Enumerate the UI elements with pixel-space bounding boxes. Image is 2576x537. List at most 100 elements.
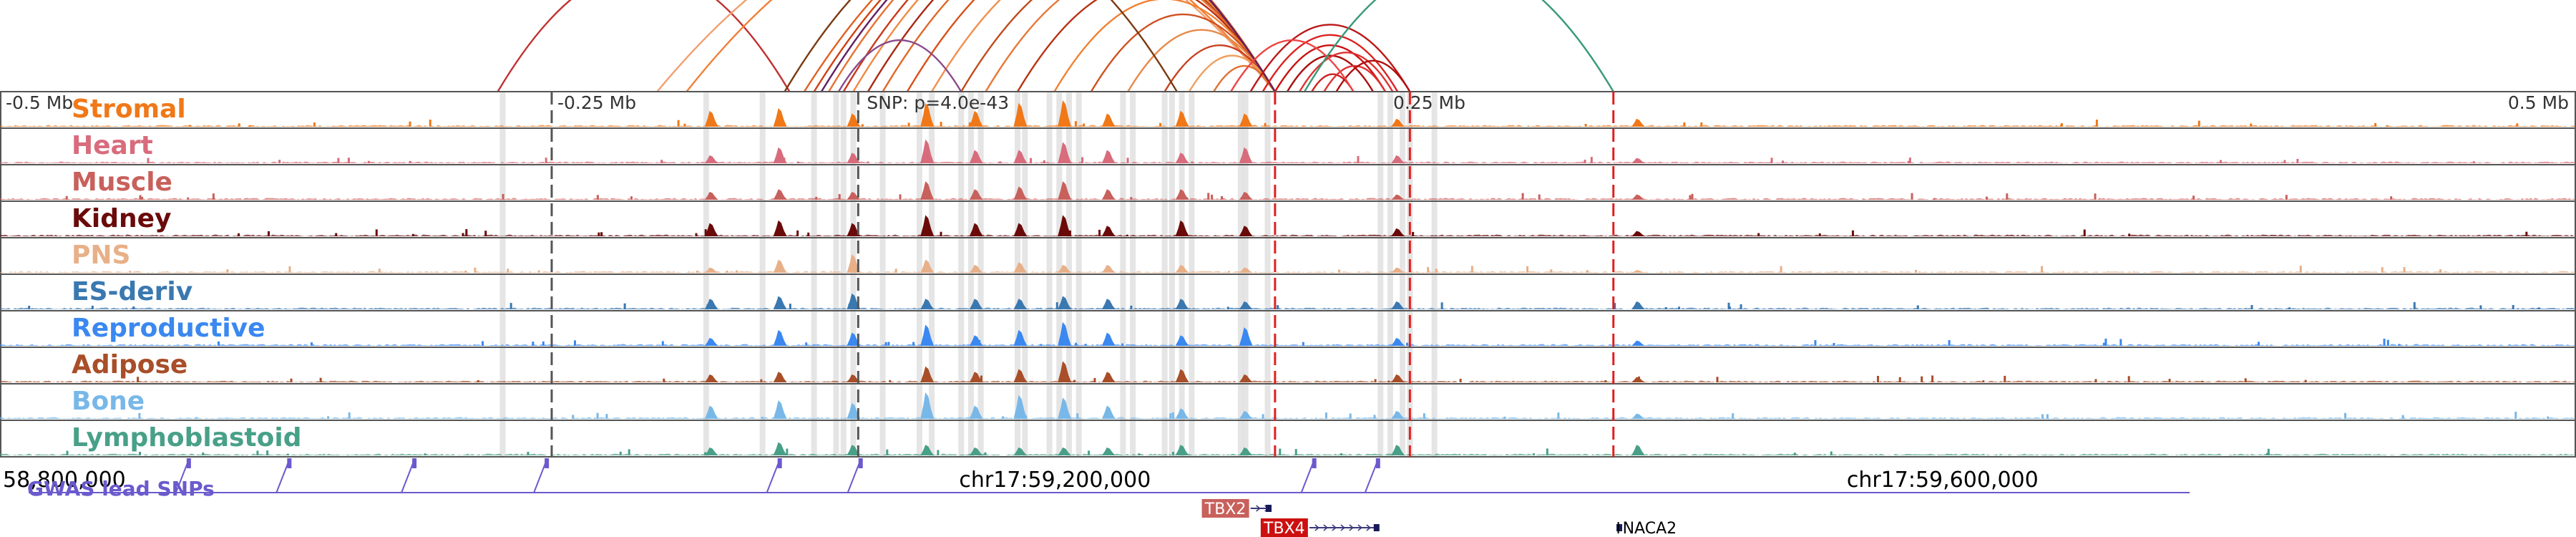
gene-label-tbx4: TBX4: [1263, 520, 1305, 537]
gwas-snp-mark: [858, 458, 863, 468]
signal-bump: [805, 342, 808, 346]
signal-bump: [1689, 195, 1692, 200]
signal-bump: [2390, 196, 2393, 200]
signal-bump: [596, 412, 599, 419]
gene-track: TBX2 TBX4 NACA2: [1201, 499, 1677, 537]
signal-bump: [1851, 230, 1854, 236]
signal-peak: [1101, 264, 1116, 273]
signal-bump: [474, 267, 477, 273]
signal-bump: [477, 379, 479, 382]
gwas-track: GWAS lead SNPs: [27, 458, 2190, 500]
signal-bump: [1294, 449, 1297, 455]
signal-bump: [188, 125, 191, 127]
signal-bump: [1781, 160, 1784, 163]
signal-bump: [1279, 448, 1282, 455]
signal-bump: [248, 125, 251, 127]
signal-bump: [2514, 412, 2517, 419]
signal-bump: [1076, 413, 1079, 419]
signal-bump: [978, 339, 981, 346]
signal-bump: [1186, 197, 1189, 200]
track-signal-muscle: [0, 198, 2575, 200]
signal-bump: [1814, 340, 1817, 346]
signal-peak: [1175, 408, 1189, 419]
signal-bump: [2083, 229, 2086, 236]
loop-arc: [1249, 24, 1411, 92]
signal-bump: [429, 120, 431, 127]
signal-peak: [969, 150, 983, 163]
signal-bump: [838, 194, 841, 200]
signal-bump: [605, 414, 608, 419]
signal-peak: [704, 110, 718, 127]
signal-bump: [1915, 269, 1918, 273]
signal-bump: [1521, 193, 1524, 200]
signal-peak: [1013, 329, 1028, 346]
signal-bump: [1584, 124, 1587, 127]
signal-bump: [853, 302, 856, 309]
signal-bump: [2127, 376, 2130, 382]
signal-bump: [2040, 266, 2043, 273]
signal-bump: [1546, 448, 1548, 455]
signal-bump: [726, 270, 728, 273]
signal-peak: [847, 254, 861, 273]
signal-bump: [1180, 416, 1183, 419]
signal-bump: [783, 158, 786, 163]
signal-bump: [28, 306, 31, 309]
signal-bump: [2439, 269, 2442, 273]
signal-peak: [1101, 226, 1116, 236]
signal-peak: [704, 405, 718, 419]
gene-strand-arrow: [1340, 524, 1346, 531]
gene-strand-arrow: [1357, 524, 1363, 531]
signal-bump: [2197, 120, 2200, 127]
coordinate-axis: 58,800,000 chr17:59,200,000 chr17:59,600,0…: [3, 468, 2039, 493]
signal-bump: [2383, 339, 2386, 346]
signal-peak: [1175, 299, 1189, 309]
signal-bump: [464, 270, 467, 273]
signal-bump: [1557, 412, 1560, 419]
signal-peak: [1239, 191, 1253, 200]
gene-label-box: [1260, 518, 1308, 537]
signal-bump: [1171, 412, 1174, 419]
signal-peak: [1101, 405, 1116, 419]
signal-bump: [187, 197, 190, 200]
loop-arc: [1299, 52, 1394, 92]
loop-arc: [497, 0, 791, 92]
signal-peak: [1631, 413, 1646, 419]
track-labels: Stromal Heart Muscle Kidney PNS ES-deriv Repro…: [72, 95, 302, 453]
signal-bump: [1770, 158, 1773, 163]
signal-peak: [1391, 301, 1405, 309]
scale-label: -0.25 Mb: [557, 92, 636, 113]
signal-bump: [1908, 158, 1911, 163]
signal-bump: [1373, 415, 1376, 419]
signal-bump: [337, 158, 340, 163]
signal-bump: [630, 196, 633, 200]
signal-bump: [1063, 124, 1065, 127]
signal-bump: [1691, 193, 1694, 200]
track-signal-bone: [0, 417, 2575, 419]
signal-bump: [1732, 413, 1735, 419]
signal-bump: [972, 233, 975, 236]
signal-bump: [1030, 158, 1033, 163]
signal-bump: [1435, 268, 1438, 273]
signal-bump: [999, 161, 1002, 163]
signal-bump: [1406, 342, 1409, 346]
signal-bump: [1933, 198, 1936, 200]
signal-bump: [1075, 342, 1078, 346]
signal-bump: [1277, 305, 1279, 309]
gene-exon: [1616, 524, 1623, 531]
signal-bump: [409, 160, 411, 163]
signal-peak: [1391, 194, 1405, 200]
signal-bump: [1374, 379, 1377, 382]
track-frame: [0, 91, 2576, 129]
gwas-snp-mark: [287, 458, 292, 468]
signal-peak: [1391, 155, 1405, 163]
signal-peak: [920, 392, 935, 419]
signal-peak: [1391, 410, 1405, 419]
signal-bump: [507, 268, 509, 273]
signal-bump: [65, 195, 68, 200]
signal-peak: [1631, 118, 1646, 127]
signal-bump: [1728, 306, 1731, 309]
signal-peak: [1013, 150, 1028, 163]
loop-arc: [1090, 14, 1276, 92]
signal-bump: [2479, 305, 2482, 309]
signal-bump: [1130, 197, 1133, 200]
